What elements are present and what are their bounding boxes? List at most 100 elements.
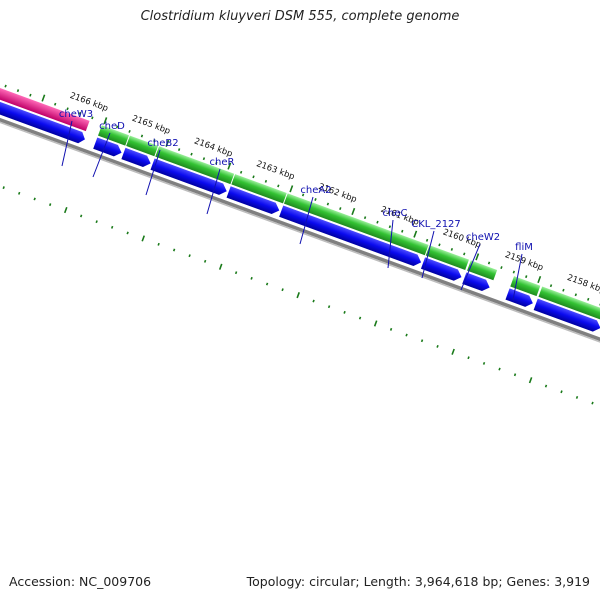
- inner-minor-tick: [2, 186, 5, 190]
- inner-major-tick: [63, 206, 68, 214]
- inner-major-tick: [451, 348, 455, 355]
- cds-arrow: [279, 205, 422, 266]
- scale-tick-label: 2158 kbp: [566, 273, 600, 296]
- gene-label: cheR: [210, 157, 235, 168]
- minor-tick: [500, 266, 503, 269]
- inner-major-tick: [373, 320, 378, 327]
- gene-leader-line: [299, 196, 314, 245]
- cds-arrow: [226, 186, 280, 215]
- gene-segment: [98, 125, 130, 146]
- minor-tick: [277, 184, 280, 188]
- minor-tick: [239, 170, 243, 174]
- minor-tick: [326, 202, 330, 206]
- cds-arrow: [150, 158, 227, 195]
- gene-label: cheD: [99, 121, 125, 132]
- gene-leader-line: [460, 243, 481, 291]
- minor-tick: [525, 275, 528, 279]
- minor-tick: [29, 93, 32, 97]
- gene-leader-line: [512, 253, 523, 301]
- inner-major-tick: [296, 292, 300, 299]
- minor-tick: [425, 238, 429, 242]
- minor-tick: [401, 229, 404, 233]
- scale-tick-label: 2165 kbp: [130, 114, 171, 137]
- gene-leader-line: [387, 219, 394, 269]
- gene-label: cheW2: [466, 232, 500, 243]
- major-tick: [351, 207, 356, 216]
- minor-tick: [128, 130, 131, 133]
- gene-label: cheA2: [300, 185, 331, 196]
- gene-segment: [126, 135, 159, 157]
- inner-minor-tick: [420, 339, 424, 343]
- minor-tick: [376, 220, 379, 224]
- minor-tick: [153, 139, 156, 142]
- map-title: Clostridium kluyveri DSM 555, complete g…: [140, 9, 460, 24]
- cds-arrow: [462, 272, 490, 292]
- inner-minor-tick: [188, 254, 191, 258]
- scale-tick-label: 2159 kbp: [503, 250, 544, 273]
- minor-tick: [487, 261, 491, 265]
- cds-arrow: [0, 89, 85, 144]
- inner-minor-tick: [560, 390, 563, 394]
- inner-minor-tick: [265, 282, 269, 286]
- inner-minor-tick: [405, 333, 408, 337]
- gene-label: fliM: [515, 242, 533, 253]
- inner-minor-tick: [33, 197, 36, 201]
- outer-tick-ring: [4, 84, 600, 306]
- minor-tick: [301, 193, 305, 197]
- inner-minor-tick: [513, 373, 517, 377]
- genome-summary: Topology: circular; Length: 3,964,618 bp…: [246, 574, 590, 589]
- minor-tick: [574, 293, 577, 297]
- inner-minor-tick: [591, 401, 594, 405]
- minor-tick: [363, 216, 367, 220]
- minor-tick: [512, 270, 516, 274]
- inner-minor-tick: [172, 248, 176, 252]
- inner-minor-tick: [498, 367, 501, 371]
- minor-tick: [587, 297, 590, 301]
- gene-segment: [155, 146, 235, 185]
- gene-leader-line: [145, 149, 161, 196]
- gene-label: CKL_2127: [411, 219, 461, 230]
- minor-tick: [202, 157, 206, 161]
- gene-leader-line: [421, 230, 435, 279]
- cds-arrow: [93, 137, 122, 157]
- minor-tick: [215, 161, 218, 165]
- minor-tick: [91, 116, 94, 120]
- minor-tick: [388, 225, 392, 229]
- major-tick: [537, 275, 542, 284]
- inner-major-tick: [528, 377, 533, 384]
- inner-minor-tick: [18, 191, 21, 195]
- inner-minor-tick: [126, 231, 129, 235]
- minor-tick: [252, 175, 255, 179]
- inner-minor-tick: [234, 271, 238, 275]
- inner-minor-tick: [436, 344, 439, 348]
- inner-minor-tick: [312, 299, 315, 303]
- gene-segment: [231, 174, 287, 204]
- major-tick: [41, 94, 46, 102]
- minor-tick: [140, 134, 144, 138]
- genome-backbone-shadow: [0, 102, 600, 380]
- gene-segment: [510, 276, 541, 297]
- gene-segment: [283, 193, 429, 256]
- minor-tick: [78, 111, 82, 115]
- inner-tick-ring: [2, 186, 594, 405]
- minor-tick: [4, 84, 7, 88]
- inner-major-tick: [218, 263, 223, 270]
- gene-leader-line: [61, 120, 73, 167]
- inner-minor-tick: [544, 384, 548, 388]
- minor-tick: [264, 179, 268, 183]
- inner-minor-tick: [575, 395, 579, 399]
- minor-tick: [562, 288, 565, 292]
- major-tick: [165, 139, 170, 147]
- minor-tick: [54, 102, 57, 106]
- inner-minor-tick: [343, 310, 346, 314]
- gene-segment: [467, 260, 498, 281]
- minor-tick: [549, 284, 553, 288]
- forward-gene-track: [0, 76, 600, 321]
- inner-minor-tick: [110, 225, 114, 229]
- inner-minor-tick: [203, 259, 207, 263]
- gene-label: cheB2: [147, 138, 178, 149]
- gene-label: cheW3: [59, 109, 93, 120]
- genome-backbone: [0, 99, 600, 378]
